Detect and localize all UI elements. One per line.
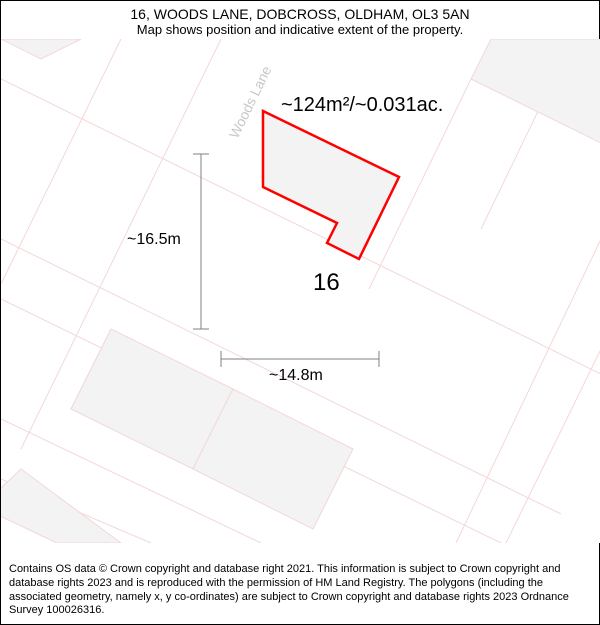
subtitle: Map shows position and indicative extent… <box>11 22 589 37</box>
header: 16, WOODS LANE, DOBCROSS, OLDHAM, OL3 5A… <box>1 1 599 39</box>
copyright-footer: Contains OS data © Crown copyright and d… <box>1 559 599 624</box>
address-title: 16, WOODS LANE, DOBCROSS, OLDHAM, OL3 5A… <box>11 6 589 22</box>
plot-number-label: 16 <box>313 269 340 297</box>
area-label: ~124m²/~0.031ac. <box>281 94 443 117</box>
map-area: Woods Lane ~124m²/~0.031ac. ~16.5m ~14.8… <box>1 39 599 543</box>
height-dimension-label: ~16.5m <box>127 231 181 249</box>
width-dimension-label: ~14.8m <box>269 367 323 385</box>
property-map-card: 16, WOODS LANE, DOBCROSS, OLDHAM, OL3 5A… <box>0 0 600 625</box>
